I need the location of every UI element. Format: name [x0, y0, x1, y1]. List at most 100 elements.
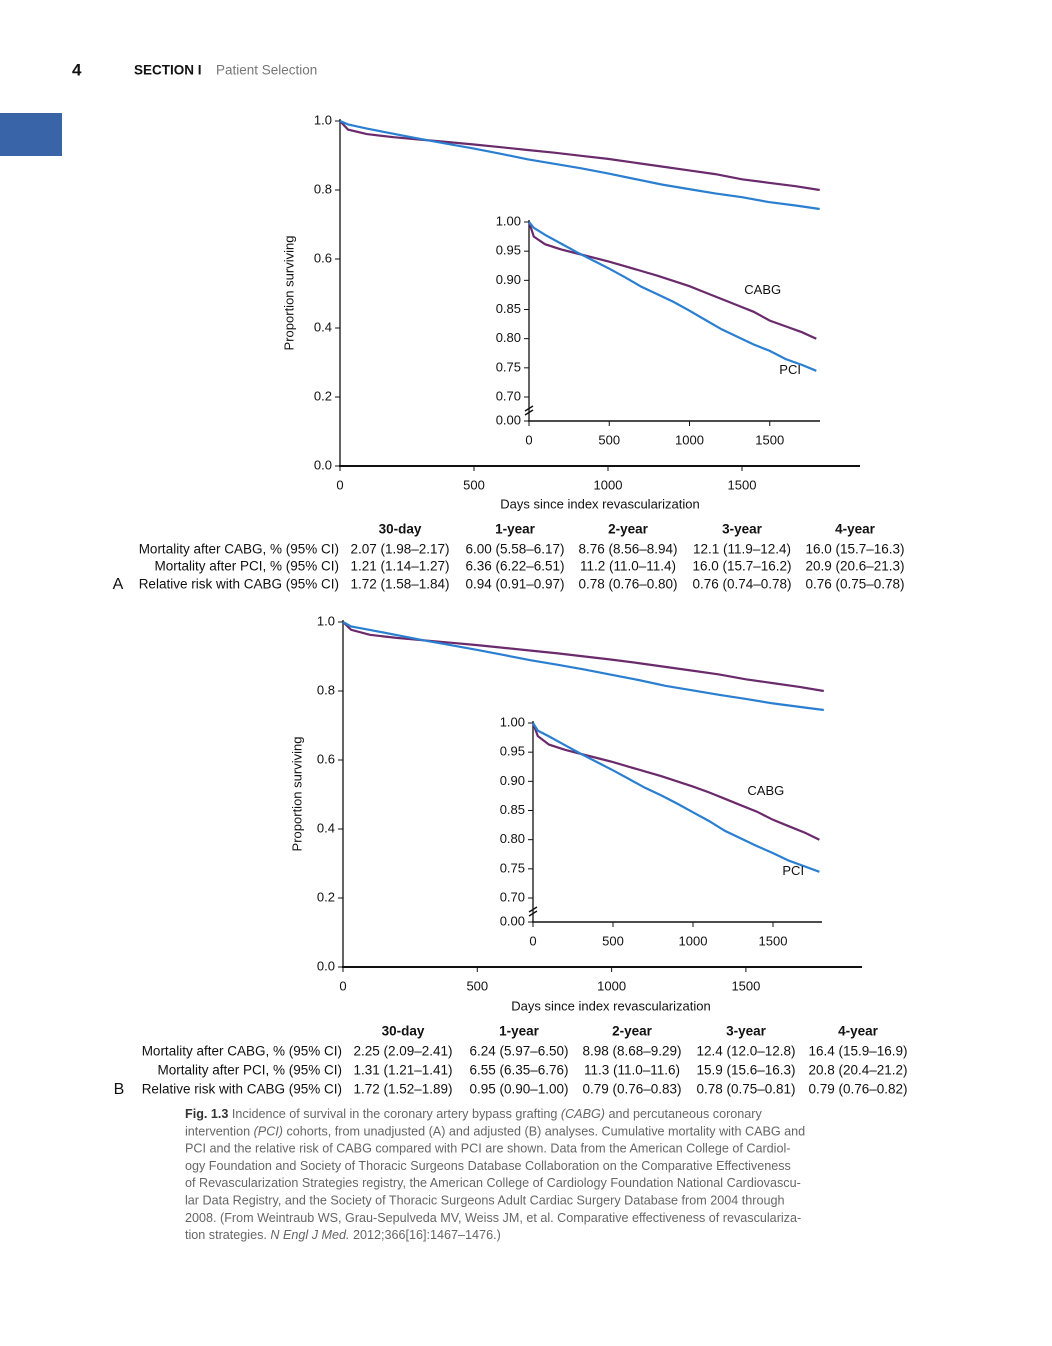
- y-tick-label: 0.0: [317, 958, 335, 973]
- survival-line: [339, 120, 820, 192]
- series-label: CABG: [744, 282, 781, 297]
- x-tick-label: 1000: [679, 933, 708, 948]
- caption-text: tion strategies.: [185, 1228, 270, 1242]
- table-cell: 0.95 (0.90–1.00): [469, 1082, 568, 1097]
- y-tick-label: 0.85: [496, 301, 521, 316]
- caption-text: Incidence of survival in the coronary ar…: [228, 1107, 561, 1121]
- survival-line: [528, 221, 817, 372]
- y-tick-label: 1.0: [314, 112, 332, 127]
- column-header: 4-year: [838, 1024, 879, 1039]
- table-cell: 11.3 (11.0–11.6): [584, 1063, 680, 1078]
- y-tick-label: 0.75: [496, 359, 521, 374]
- table-cell: 8.76 (8.56–8.94): [578, 542, 677, 557]
- survival-line: [342, 621, 824, 712]
- y-tick-label: 0.95: [500, 744, 525, 759]
- y-tick-label: 0.8: [314, 181, 332, 196]
- y-tick-label: 0.90: [500, 773, 525, 788]
- survival-line: [342, 621, 824, 693]
- table-cell: 20.8 (20.4–21.2): [808, 1063, 907, 1078]
- y-tick-label: 0.4: [314, 319, 332, 334]
- x-tick-label: 500: [602, 933, 624, 948]
- table-cell: 0.79 (0.76–0.82): [808, 1082, 907, 1097]
- axis-break: [528, 906, 538, 917]
- table-cell: 0.76 (0.75–0.78): [805, 577, 904, 592]
- row-label: Mortality after PCI, % (95% CI): [154, 559, 339, 574]
- panel-label: B: [114, 1081, 125, 1098]
- caption-line: of Revascularization Strategies registry…: [185, 1177, 801, 1191]
- table-cell: 1.72 (1.52–1.89): [353, 1082, 452, 1097]
- series-label: PCI: [779, 362, 801, 377]
- x-tick-label: 0: [339, 978, 346, 993]
- y-tick-label: 0.6: [314, 250, 332, 265]
- caption-text: 2008. (From Weintraub WS, Grau-Sepulveda…: [185, 1211, 801, 1225]
- table-cell: 12.4 (12.0–12.8): [696, 1044, 795, 1059]
- survival-line: [531, 722, 820, 841]
- y-tick-label: 0.2: [314, 388, 332, 403]
- x-axis-label: Days since index revascularization: [511, 998, 710, 1013]
- column-header: 4-year: [835, 522, 876, 537]
- page-number: 4: [72, 60, 82, 79]
- table-cell: 6.00 (5.58–6.17): [465, 542, 564, 557]
- row-label: Mortality after CABG, % (95% CI): [139, 542, 339, 557]
- row-label: Relative risk with CABG (95% CI): [142, 1082, 342, 1097]
- caption-text: lar Data Registry, and the Society of Th…: [185, 1194, 784, 1208]
- caption-line: ogy Foundation and Society of Thoracic S…: [185, 1159, 791, 1173]
- y-tick-label: 0.80: [500, 831, 525, 846]
- table-cell: 0.94 (0.91–0.97): [465, 577, 564, 592]
- caption-text: ogy Foundation and Society of Thoracic S…: [185, 1159, 791, 1173]
- series-label: PCI: [782, 863, 804, 878]
- column-header: 30-day: [382, 1024, 425, 1039]
- x-tick-label: 0: [529, 933, 536, 948]
- x-tick-label: 1500: [728, 477, 757, 492]
- y-tick-label: 0.85: [500, 802, 525, 817]
- caption-line: lar Data Registry, and the Society of Th…: [185, 1194, 784, 1208]
- table-cell: 2.25 (2.09–2.41): [353, 1044, 452, 1059]
- caption-text: (CABG): [561, 1107, 605, 1121]
- caption-label: Fig. 1.3: [185, 1107, 228, 1121]
- table-cell: 0.78 (0.76–0.80): [578, 577, 677, 592]
- y-tick-label: 1.00: [500, 714, 525, 729]
- y-tick-label: 0.0: [314, 457, 332, 472]
- row-label: Mortality after CABG, % (95% CI): [142, 1044, 342, 1059]
- y-tick-label: 0.2: [317, 889, 335, 904]
- section-title: Patient Selection: [216, 63, 317, 78]
- y-axis-label: Proportion surviving: [289, 737, 304, 852]
- y-tick-label: 0.95: [496, 243, 521, 258]
- caption-text: cohorts, from unadjusted (A) and adjuste…: [283, 1125, 805, 1139]
- caption-text: and percutaneous coronary: [605, 1107, 763, 1121]
- y-tick-label: 0.70: [500, 889, 525, 904]
- table-cell: 0.79 (0.76–0.83): [582, 1082, 681, 1097]
- x-tick-label: 500: [598, 432, 620, 447]
- y-tick-label: 0.75: [500, 860, 525, 875]
- table-cell: 16.0 (15.7–16.3): [805, 542, 904, 557]
- caption-text: PCI and the relative risk of CABG compar…: [185, 1142, 790, 1156]
- table-cell: 1.72 (1.58–1.84): [350, 577, 449, 592]
- column-header: 1-year: [495, 522, 536, 537]
- column-header: 1-year: [499, 1024, 540, 1039]
- caption-text: intervention: [185, 1125, 254, 1139]
- panel-label: A: [113, 576, 124, 593]
- table-cell: 6.55 (6.35–6.76): [469, 1063, 568, 1078]
- column-header: 2-year: [612, 1024, 653, 1039]
- caption-text: N Engl J Med.: [270, 1228, 349, 1242]
- series-label: CABG: [747, 783, 784, 798]
- table-cell: 16.4 (15.9–16.9): [808, 1044, 907, 1059]
- survival-line: [532, 722, 820, 873]
- y-axis-label: Proportion surviving: [281, 236, 296, 351]
- table-cell: 6.36 (6.22–6.51): [465, 559, 564, 574]
- caption-line: 2008. (From Weintraub WS, Grau-Sepulveda…: [185, 1211, 801, 1225]
- column-header: 3-year: [722, 522, 763, 537]
- x-tick-label: 0: [336, 477, 343, 492]
- caption-text: 2012;366[16]:1467–1476.): [350, 1228, 501, 1242]
- y-tick-label: 0.70: [496, 388, 521, 403]
- y-tick-label: 0.4: [317, 820, 335, 835]
- x-tick-label: 500: [463, 477, 485, 492]
- y-tick-label: 1.0: [317, 613, 335, 628]
- table-cell: 16.0 (15.7–16.2): [692, 559, 791, 574]
- y-tick-label: 0.00: [500, 913, 525, 928]
- table-cell: 8.98 (8.68–9.29): [582, 1044, 681, 1059]
- y-tick-label: 0.8: [317, 682, 335, 697]
- x-tick-label: 1500: [755, 432, 784, 447]
- y-tick-label: 0.80: [496, 330, 521, 345]
- caption-line: PCI and the relative risk of CABG compar…: [185, 1142, 790, 1156]
